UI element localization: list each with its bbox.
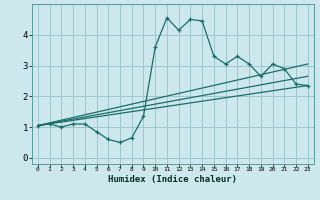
X-axis label: Humidex (Indice chaleur): Humidex (Indice chaleur) (108, 175, 237, 184)
